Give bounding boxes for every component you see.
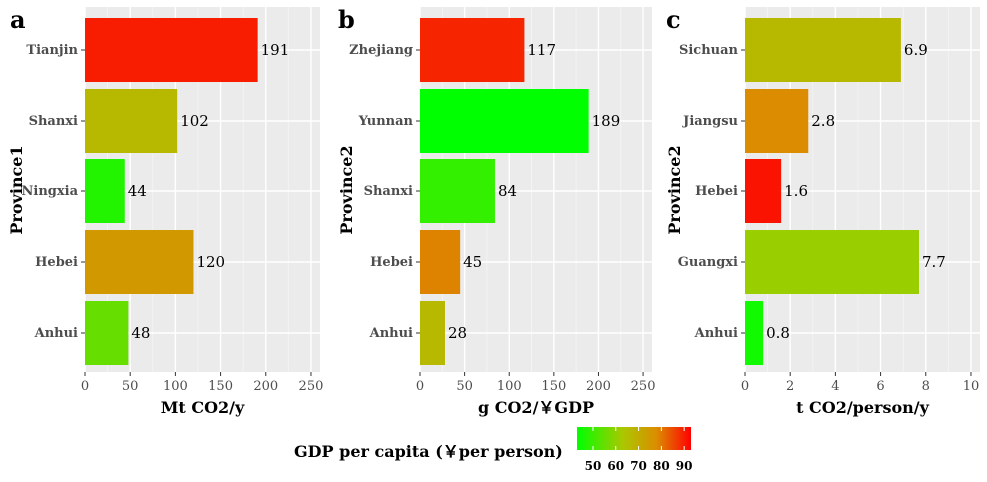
y-tick-label: Anhui bbox=[694, 326, 738, 341]
x-tick-label: 2 bbox=[786, 379, 794, 394]
y-tick-label: Shanxi bbox=[29, 114, 78, 129]
y-tick-label: Jiangsu bbox=[682, 114, 738, 129]
bar-tianjin bbox=[85, 18, 258, 82]
bar-zhejiang bbox=[420, 18, 525, 82]
bar-hebei bbox=[420, 230, 461, 294]
x-tick-label: 250 bbox=[631, 379, 656, 394]
x-tick-label: 0 bbox=[741, 379, 749, 394]
x-tick-label: 4 bbox=[831, 379, 839, 394]
y-tick-label: Shanxi bbox=[364, 184, 413, 199]
bar-guangxi bbox=[745, 230, 919, 294]
legend-tick-label: 60 bbox=[607, 459, 624, 473]
bar-hebei bbox=[745, 159, 782, 223]
y-tick-label: Ningxia bbox=[22, 184, 79, 199]
x-tick-label: 10 bbox=[963, 379, 980, 394]
x-tick-label: 50 bbox=[456, 379, 473, 394]
x-tick-label: 250 bbox=[299, 379, 324, 394]
bar-value-label: 28 bbox=[448, 324, 467, 342]
legend-tick-label: 90 bbox=[676, 459, 693, 473]
y-axis-title: Province2 bbox=[337, 145, 356, 234]
bar-value-label: 102 bbox=[180, 112, 209, 130]
bar-jiangsu bbox=[745, 89, 809, 153]
y-tick-label: Zhejiang bbox=[349, 43, 413, 58]
bar-sichuan bbox=[745, 18, 901, 82]
bar-hebei bbox=[85, 230, 194, 294]
bar-value-label: 45 bbox=[463, 253, 482, 271]
bar-value-label: 117 bbox=[527, 41, 556, 59]
x-tick-label: 200 bbox=[586, 379, 611, 394]
x-tick-label: 0 bbox=[416, 379, 424, 394]
bar-value-label: 6.9 bbox=[904, 41, 928, 59]
bar-anhui bbox=[420, 301, 445, 365]
x-tick-label: 6 bbox=[876, 379, 884, 394]
bar-value-label: 0.8 bbox=[766, 324, 790, 342]
y-tick-label: Hebei bbox=[35, 255, 78, 270]
bar-value-label: 120 bbox=[196, 253, 225, 271]
y-tick-label: Sichuan bbox=[679, 43, 739, 58]
x-axis-title: Mt CO2/y bbox=[161, 398, 245, 417]
x-tick-label: 150 bbox=[541, 379, 566, 394]
bar-value-label: 84 bbox=[498, 182, 517, 200]
y-tick-label: Tianjin bbox=[26, 43, 78, 58]
bar-value-label: 191 bbox=[261, 41, 290, 59]
bar-shanxi bbox=[85, 89, 178, 153]
y-tick-label: Yunnan bbox=[358, 114, 414, 129]
bar-yunnan bbox=[420, 89, 589, 153]
y-tick-label: Hebei bbox=[695, 184, 738, 199]
panel-letter: c bbox=[666, 5, 681, 34]
bar-value-label: 48 bbox=[131, 324, 150, 342]
x-tick-label: 8 bbox=[922, 379, 930, 394]
y-tick-label: Guangxi bbox=[678, 255, 738, 270]
x-tick-label: 100 bbox=[497, 379, 522, 394]
bar-anhui bbox=[85, 301, 129, 365]
y-tick-label: Anhui bbox=[369, 326, 413, 341]
panel-letter: b bbox=[338, 5, 355, 34]
bar-ningxia bbox=[85, 159, 125, 223]
legend-tick-label: 80 bbox=[653, 459, 670, 473]
x-axis-title: g CO2/￥GDP bbox=[478, 398, 594, 417]
y-axis-title: Province2 bbox=[665, 145, 684, 234]
panel-letter: a bbox=[10, 5, 26, 34]
bar-value-label: 2.8 bbox=[811, 112, 835, 130]
legend-tick-label: 70 bbox=[630, 459, 647, 473]
x-axis-title: t CO2/person/y bbox=[796, 398, 930, 417]
bar-value-label: 1.6 bbox=[784, 182, 808, 200]
y-tick-label: Anhui bbox=[34, 326, 78, 341]
bar-value-label: 44 bbox=[128, 182, 147, 200]
legend-tick-label: 50 bbox=[585, 459, 602, 473]
bar-anhui bbox=[745, 301, 764, 365]
bar-value-label: 7.7 bbox=[922, 253, 946, 271]
x-tick-label: 200 bbox=[253, 379, 278, 394]
x-tick-label: 0 bbox=[81, 379, 89, 394]
legend-title: GDP per capita (￥per person) bbox=[294, 442, 563, 461]
x-tick-label: 100 bbox=[163, 379, 188, 394]
bar-value-label: 189 bbox=[592, 112, 621, 130]
x-tick-label: 150 bbox=[208, 379, 233, 394]
bar-shanxi bbox=[420, 159, 495, 223]
y-tick-label: Hebei bbox=[370, 255, 413, 270]
y-axis-title: Province1 bbox=[7, 145, 26, 234]
x-tick-label: 50 bbox=[122, 379, 139, 394]
legend-colorbar bbox=[577, 427, 691, 450]
